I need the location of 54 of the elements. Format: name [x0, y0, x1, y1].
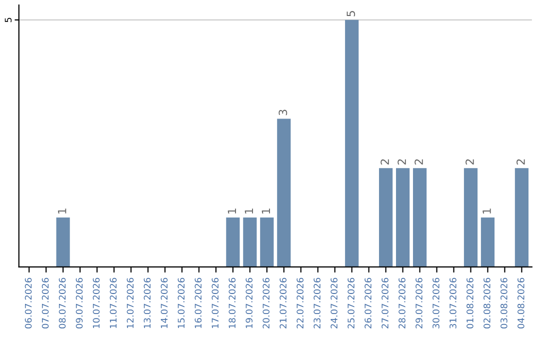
x-tick-label: 16.07.2026: [194, 278, 202, 328]
bar: [277, 118, 291, 267]
bar: [379, 168, 393, 267]
x-tick-label: 25.07.2026: [348, 278, 354, 328]
bar: [396, 168, 410, 267]
x-tick-label: 23.07.2026: [314, 278, 320, 328]
x-tick-label: 26.07.2026: [364, 278, 372, 328]
bar: [514, 168, 529, 267]
data-label: 2: [414, 159, 423, 165]
x-tick-label: 18.07.2026: [228, 278, 236, 328]
x-tick-label: 21.07.2026: [280, 278, 287, 328]
bar: [412, 168, 427, 267]
data-label: 1: [244, 208, 253, 214]
data-label: 2: [380, 159, 389, 165]
bar: [480, 218, 495, 267]
x-tick-label: 07.07.2026: [42, 278, 49, 328]
x-tick-label: 01.08.2026: [466, 278, 474, 328]
x-tick-label: 08.07.2026: [58, 278, 66, 328]
x-tick-label: 22.07.2026: [296, 278, 304, 328]
x-tick-label: 17.07.2026: [212, 278, 219, 328]
x-tick-label: 30.07.2026: [432, 278, 440, 328]
data-label: 2: [398, 159, 406, 165]
x-tick-label: 24.07.2026: [330, 278, 338, 328]
data-label: 2: [466, 159, 474, 165]
x-tick-label: 14.07.2026: [160, 278, 168, 328]
data-label: 1: [262, 208, 270, 214]
bar: [56, 218, 70, 267]
bar: [226, 218, 240, 267]
x-tick-label: 12.07.2026: [126, 278, 134, 328]
bar: [464, 168, 478, 267]
data-label: 1: [482, 208, 491, 214]
x-tick-label: 31.07.2026: [450, 278, 456, 328]
bar: [260, 218, 274, 267]
data-label: 1: [228, 208, 236, 214]
x-tick-label: 10.07.2026: [92, 278, 100, 328]
x-tick-label: 02.08.2026: [484, 278, 490, 328]
x-tick-label: 20.07.2026: [262, 278, 270, 328]
x-tick-label: 11.07.2026: [110, 278, 117, 328]
x-tick-label: 28.07.2026: [398, 278, 406, 328]
x-tick-label: 04.08.2026: [518, 278, 524, 328]
x-tick-label: 06.07.2026: [24, 278, 32, 328]
bar: [243, 218, 257, 267]
x-tick-label: 13.07.2026: [144, 278, 151, 328]
x-tick-label: 19.07.2026: [246, 278, 253, 328]
bar: [345, 20, 359, 267]
data-label: 5: [346, 11, 356, 16]
x-tick-label: 15.07.2026: [178, 278, 185, 328]
data-label: 2: [516, 159, 525, 165]
x-tick-label: 29.07.2026: [416, 278, 422, 328]
x-tick-label: 27.07.2026: [382, 278, 388, 328]
data-label: 1: [58, 208, 66, 214]
x-tick-label: 03.08.2026: [500, 278, 508, 328]
x-tick-label: 09.07.2026: [76, 278, 83, 328]
data-label: 3: [278, 110, 288, 116]
